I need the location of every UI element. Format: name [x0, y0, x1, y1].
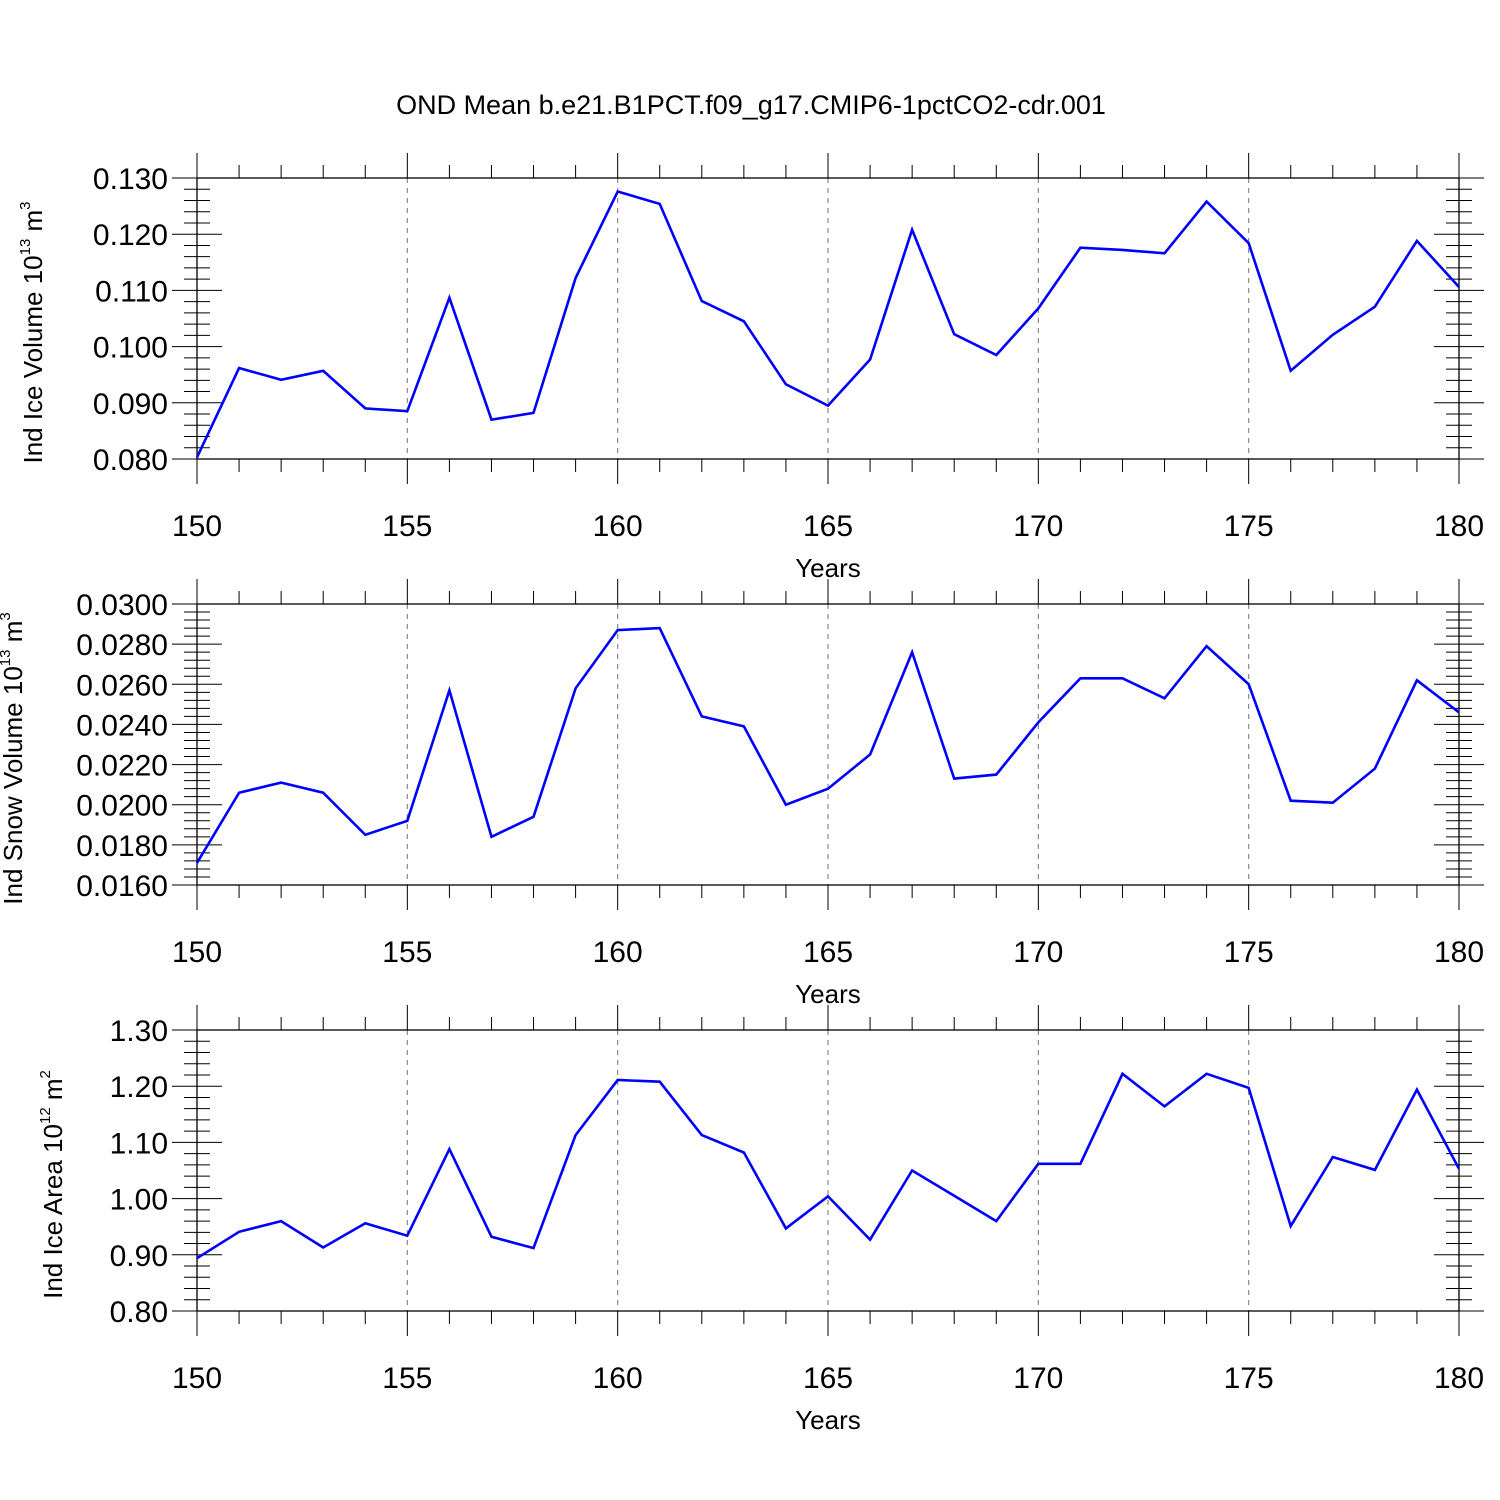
x-tick-label: 170: [1013, 510, 1063, 543]
series-line: [195, 189, 1460, 458]
panel-1: 0.080 0.090 0.100 0.110 0.120 0.130 150 155 160 1…: [17, 153, 1484, 583]
x-tick-label: 155: [382, 510, 432, 543]
y-tick-label: 0.80: [110, 1296, 168, 1329]
y-tick-label: 0.0180: [76, 830, 168, 863]
y-tick-label: 1.30: [110, 1015, 168, 1048]
y-tick-label: 0.090: [93, 388, 168, 421]
y-tick-label: 0.0160: [76, 870, 168, 903]
y-tick-label: 0.0260: [76, 669, 168, 702]
figure-title: OND Mean b.e21.B1PCT.f09_g17.CMIP6-1pctC…: [396, 90, 1106, 120]
y-tick-label: 0.080: [93, 444, 168, 477]
y-tick-label: 0.0240: [76, 709, 168, 742]
x-tick-label: 165: [803, 936, 853, 969]
x-axis-label: Years: [795, 1405, 861, 1435]
y-axis-label: Ind Snow Volume 1013 m3: [0, 612, 28, 904]
x-tick-label: 155: [382, 1362, 432, 1395]
x-axis-label: Years: [795, 979, 861, 1009]
x-tick-label: 180: [1434, 936, 1484, 969]
x-tick-label: 170: [1013, 1362, 1063, 1395]
y-tick-label: 0.0200: [76, 790, 168, 823]
y-tick-label: 0.100: [93, 332, 168, 365]
panel-2: 0.0160 0.0180 0.0200 0.0220 0.0240 0.0260 0.02…: [0, 579, 1484, 1009]
x-tick-label: 150: [172, 1362, 222, 1395]
y-axis-label: Ind Ice Volume 1013 m3: [17, 201, 48, 463]
x-tick-label: 160: [593, 1362, 643, 1395]
y-tick-label: 1.20: [110, 1071, 168, 1104]
series-line: [195, 626, 1460, 864]
x-tick-label: 165: [803, 1362, 853, 1395]
x-tick-label: 160: [593, 936, 643, 969]
y-tick-label: 0.90: [110, 1240, 168, 1273]
panel-3: 0.80 0.90 1.00 1.10 1.20 1.30 150 155 160 165 170 1…: [37, 1005, 1484, 1435]
y-tick-label: 0.120: [93, 219, 168, 252]
y-tick-label: 0.130: [93, 163, 168, 196]
x-tick-label: 180: [1434, 510, 1484, 543]
y-tick-label: 0.0300: [76, 589, 168, 622]
x-tick-label: 175: [1224, 510, 1274, 543]
y-tick-label: 0.0220: [76, 750, 168, 783]
x-axis-label: Years: [795, 553, 861, 583]
x-tick-label: 150: [172, 936, 222, 969]
x-tick-label: 175: [1224, 1362, 1274, 1395]
series-line: [196, 1071, 1461, 1260]
y-tick-label: 1.00: [110, 1184, 168, 1217]
y-tick-label: 0.0280: [76, 629, 168, 662]
x-tick-label: 170: [1013, 936, 1063, 969]
x-tick-label: 155: [382, 936, 432, 969]
x-tick-label: 180: [1434, 1362, 1484, 1395]
x-tick-label: 160: [593, 510, 643, 543]
x-tick-label: 150: [172, 510, 222, 543]
y-tick-label: 0.110: [95, 275, 168, 308]
x-tick-label: 165: [803, 510, 853, 543]
x-tick-label: 175: [1224, 936, 1274, 969]
y-tick-label: 1.10: [110, 1127, 168, 1160]
y-axis-label: Ind Ice Area 1012 m2: [37, 1070, 68, 1299]
